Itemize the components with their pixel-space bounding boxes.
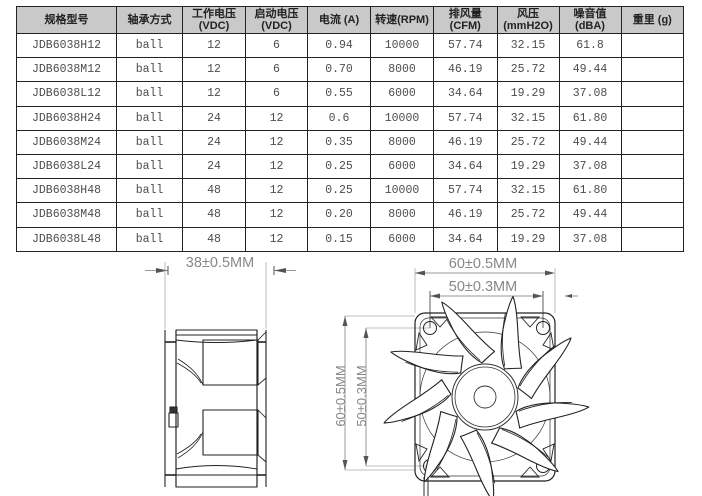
- svg-text:38±0.5MM: 38±0.5MM: [186, 255, 254, 271]
- svg-text:50±0.3MM: 50±0.3MM: [354, 365, 369, 426]
- svg-text:50±0.3MM: 50±0.3MM: [449, 279, 517, 295]
- svg-text:60±0.5MM: 60±0.5MM: [333, 365, 348, 426]
- svg-text:60±0.5MM: 60±0.5MM: [449, 256, 517, 272]
